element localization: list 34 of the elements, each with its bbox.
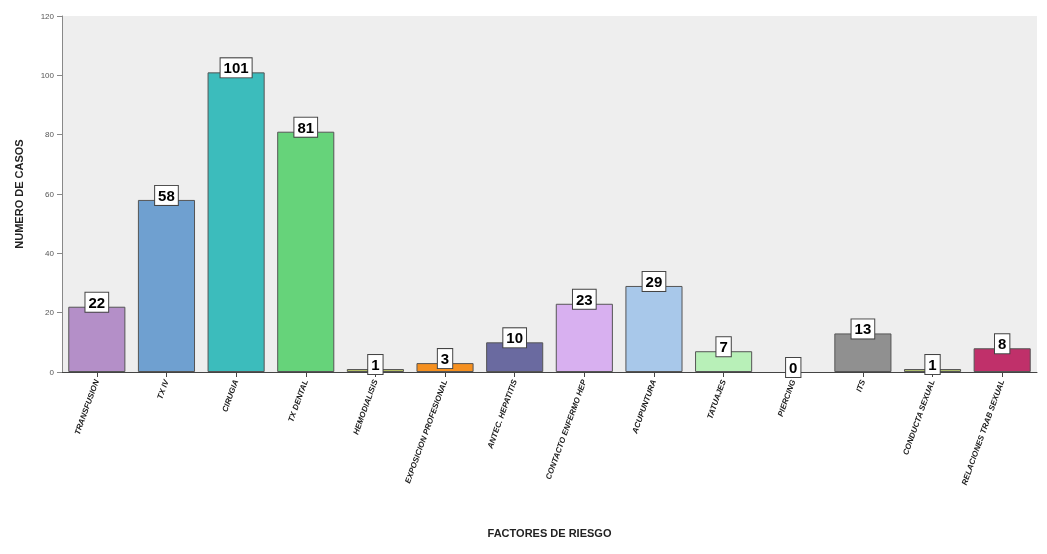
bar	[973, 348, 1031, 372]
data-label: 10	[506, 329, 524, 347]
data-label: 22	[88, 293, 106, 311]
data-label: 1	[928, 356, 937, 374]
data-label: 58	[158, 186, 175, 204]
y-tick-label: 80	[45, 130, 55, 140]
data-label: 8	[998, 335, 1007, 353]
bar	[555, 303, 613, 372]
data-label: 101	[223, 59, 249, 77]
y-tick-label: 100	[40, 70, 55, 80]
x-tick-label: TX IV	[155, 377, 171, 401]
bar	[486, 342, 544, 372]
y-tick-label: 60	[45, 189, 55, 199]
y-tick-label: 0	[49, 367, 55, 377]
data-label: 81	[297, 118, 315, 136]
data-label: 1	[371, 356, 380, 374]
bar	[277, 131, 335, 372]
x-axis-title: FACTORES DE RIESGO	[487, 526, 612, 539]
data-label: 0	[789, 359, 798, 376]
y-axis-title: NUMERO DE CASOS	[12, 139, 25, 249]
bar	[695, 351, 753, 372]
x-tick-label: ITS	[854, 377, 868, 394]
data-label: 7	[719, 338, 728, 356]
bar	[68, 306, 126, 372]
data-label: 23	[575, 290, 593, 308]
bar	[625, 285, 683, 372]
data-label: 3	[440, 350, 450, 368]
y-tick-label: 20	[45, 308, 55, 318]
y-tick-label: 40	[45, 248, 55, 258]
data-label: 13	[854, 320, 872, 338]
bar	[137, 199, 196, 372]
y-tick-label: 120	[40, 11, 55, 21]
data-label: 29	[645, 272, 663, 290]
bar	[834, 333, 892, 372]
